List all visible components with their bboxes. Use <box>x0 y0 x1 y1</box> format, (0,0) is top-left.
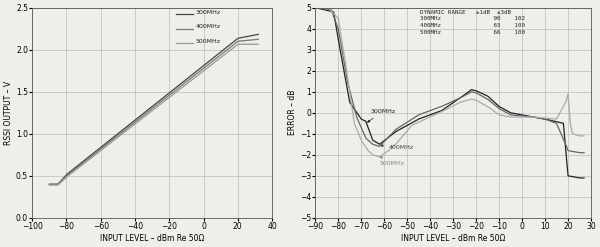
X-axis label: INPUT LEVEL – dBm Re 50Ω: INPUT LEVEL – dBm Re 50Ω <box>401 234 505 243</box>
Text: 500MHz: 500MHz <box>380 157 404 166</box>
Text: 300MHz: 300MHz <box>195 10 220 15</box>
Y-axis label: ERROR – dB: ERROR – dB <box>288 90 297 135</box>
Text: 400MHz: 400MHz <box>381 144 414 149</box>
Y-axis label: RSSI OUTPUT – V: RSSI OUTPUT – V <box>4 81 13 145</box>
Text: 500MHz: 500MHz <box>195 39 220 44</box>
X-axis label: INPUT LEVEL – dBm Re 50Ω: INPUT LEVEL – dBm Re 50Ω <box>100 234 205 243</box>
Text: 300MHz: 300MHz <box>368 109 395 122</box>
Text: 400MHz: 400MHz <box>195 24 220 29</box>
Text: DYNAMIC RANGE   ±1dB  ±3dB
300MHz               90    102
400MHz               6: DYNAMIC RANGE ±1dB ±3dB 300MHz 90 102 40… <box>420 10 525 35</box>
